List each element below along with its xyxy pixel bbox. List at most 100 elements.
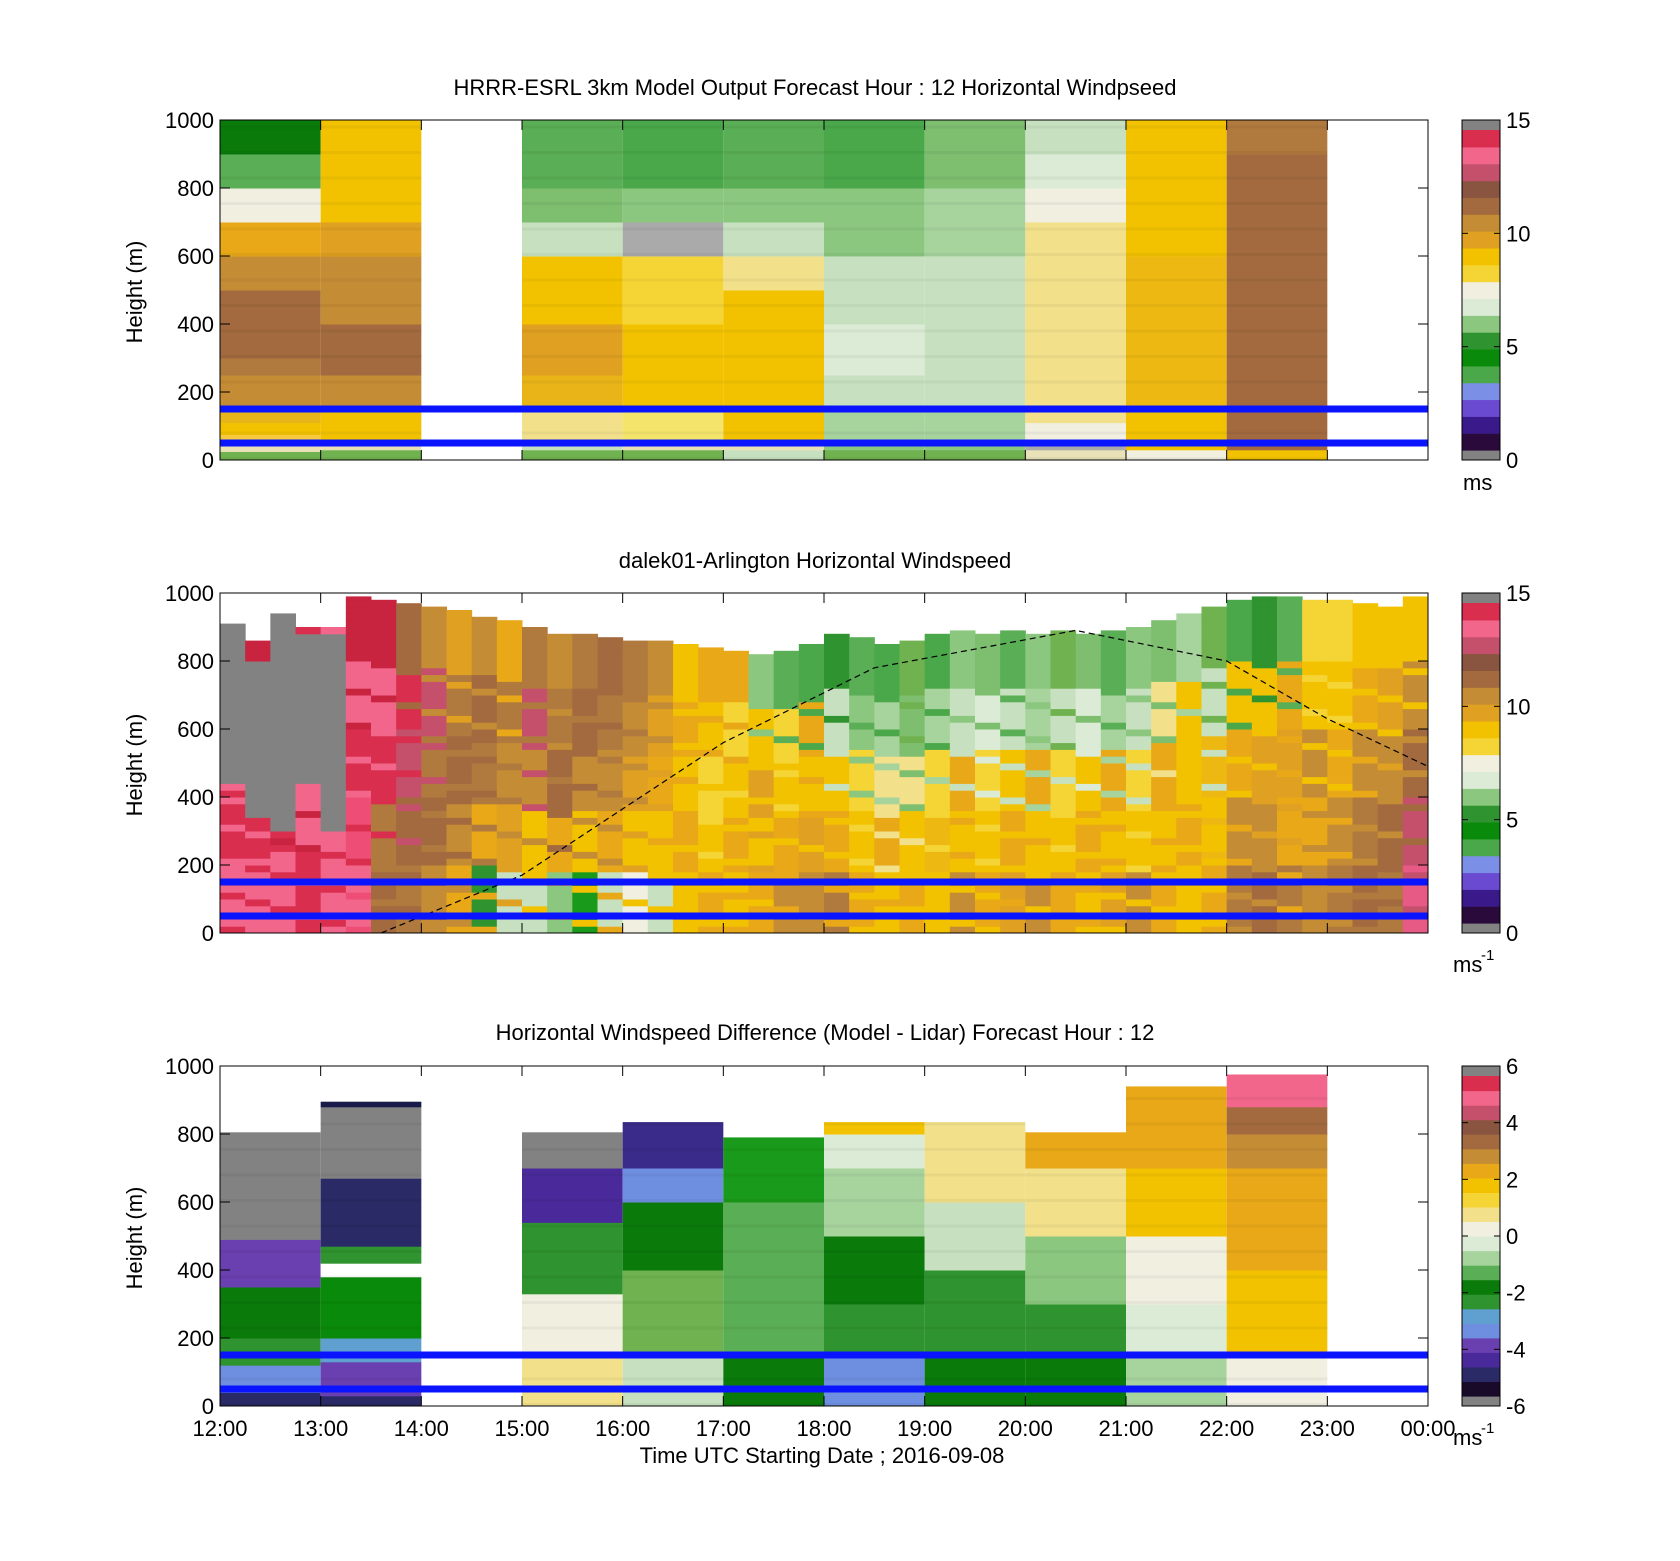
- lidar-cell: [798, 769, 825, 778]
- lidar-cell: [798, 905, 825, 914]
- lidar-cell: [496, 810, 523, 818]
- lidar-cell: [1075, 715, 1102, 723]
- lidar-cell: [1201, 606, 1228, 614]
- lidar-cell: [824, 831, 850, 839]
- lidar-cell: [220, 667, 246, 676]
- lidar-cell: [446, 715, 473, 723]
- colorbar-segment: [1462, 382, 1500, 401]
- lidar-cell: [1176, 620, 1202, 628]
- heatmap-band: [1226, 304, 1328, 307]
- lidar-cell: [345, 817, 372, 825]
- lidar-cell: [748, 824, 775, 832]
- lidar-cell: [1226, 851, 1253, 859]
- lidar-cell: [345, 803, 372, 812]
- lidar-cell: [1251, 905, 1278, 914]
- lidar-cell: [245, 858, 271, 866]
- lidar-cell: [245, 851, 271, 859]
- lidar-cell: [572, 708, 598, 716]
- lidar-cell: [1277, 742, 1303, 750]
- lidar-cell: [1075, 837, 1102, 846]
- x-tick-label: 18:00: [796, 1416, 851, 1441]
- colorbar-tick-label: 5: [1506, 335, 1518, 360]
- lidar-cell: [748, 674, 775, 682]
- heatmap-cell: [824, 409, 925, 441]
- lidar-cell: [647, 708, 674, 716]
- lidar-cell: [522, 681, 548, 689]
- lidar-cell: [1100, 681, 1127, 689]
- lidar-cell: [824, 783, 850, 791]
- lidar-cell: [1000, 729, 1026, 737]
- lidar-cell: [446, 681, 473, 689]
- lidar-cell: [1100, 824, 1127, 832]
- lidar-cell: [1201, 851, 1228, 859]
- lidar-cell: [1402, 797, 1429, 805]
- lidar-cell: [522, 735, 548, 744]
- lidar-cell: [270, 763, 296, 771]
- lidar-cell: [1151, 667, 1177, 676]
- lidar-cell: [1151, 742, 1177, 750]
- heatmap-band: [522, 457, 623, 460]
- lidar-cell: [723, 885, 749, 893]
- lidar-cell: [1176, 681, 1202, 689]
- lidar-cell: [522, 674, 548, 682]
- lidar-cell: [220, 647, 246, 655]
- lidar-cell: [1352, 837, 1379, 846]
- lidar-cell: [421, 681, 447, 689]
- heatmap-cell: [1025, 1168, 1126, 1237]
- lidar-cell: [1100, 844, 1127, 852]
- lidar-cell: [320, 899, 347, 907]
- lidar-cell: [1025, 783, 1051, 791]
- lidar-cell: [320, 729, 347, 737]
- colorbar-segment: [1462, 1105, 1500, 1121]
- lidar-cell: [773, 667, 800, 676]
- lidar-cell: [1302, 647, 1328, 655]
- lidar-cell: [1226, 776, 1253, 784]
- lidar-cell: [1402, 627, 1429, 635]
- lidar-cell: [547, 871, 573, 880]
- lidar-cell: [1176, 790, 1202, 798]
- lidar-cell: [371, 763, 397, 771]
- lidar-cell: [1377, 695, 1404, 703]
- lidar-cell: [1075, 681, 1102, 689]
- lidar-cell: [824, 905, 850, 914]
- lidar-cell: [622, 824, 649, 832]
- lidar-cell: [622, 715, 649, 723]
- lidar-cell: [1075, 654, 1102, 662]
- lidar-cell: [647, 674, 674, 682]
- lidar-cell: [1402, 613, 1429, 621]
- lidar-cell: [773, 701, 800, 710]
- y-tick-label: 1000: [165, 581, 214, 606]
- lidar-cell: [849, 905, 875, 914]
- lidar-cell: [874, 769, 900, 778]
- lidar-cell: [496, 654, 523, 662]
- lidar-cell: [1050, 742, 1077, 750]
- lidar-cell: [1126, 865, 1152, 873]
- lidar-cell: [446, 892, 473, 900]
- lidar-cell: [1075, 871, 1102, 880]
- heatmap-band: [522, 1301, 623, 1304]
- lidar-cell: [899, 661, 926, 669]
- lidar-cell: [1226, 735, 1253, 744]
- lidar-cell: [1050, 661, 1077, 669]
- lidar-cell: [874, 681, 900, 689]
- lidar-cell: [1201, 817, 1228, 825]
- heatmap-cell: [320, 1246, 422, 1264]
- colorbar-cap-top: [1462, 120, 1500, 130]
- lidar-cell: [446, 647, 473, 655]
- lidar-cell: [673, 763, 699, 771]
- lidar-cell: [849, 763, 875, 771]
- colorbar-tick-label: 0: [1506, 1224, 1518, 1249]
- lidar-cell: [1251, 769, 1278, 778]
- lidar-cell: [220, 824, 246, 832]
- lidar-cell: [1126, 776, 1152, 784]
- lidar-cell: [698, 742, 724, 750]
- lidar-cell: [824, 817, 850, 825]
- heatmap-cell: [824, 1122, 925, 1135]
- heatmap-cell: [1226, 1168, 1328, 1271]
- colorbar-segment: [1462, 281, 1500, 300]
- heatmap-cell: [220, 188, 321, 223]
- lidar-cell: [446, 905, 473, 914]
- lidar-cell: [597, 661, 624, 669]
- lidar-cell: [975, 763, 1001, 771]
